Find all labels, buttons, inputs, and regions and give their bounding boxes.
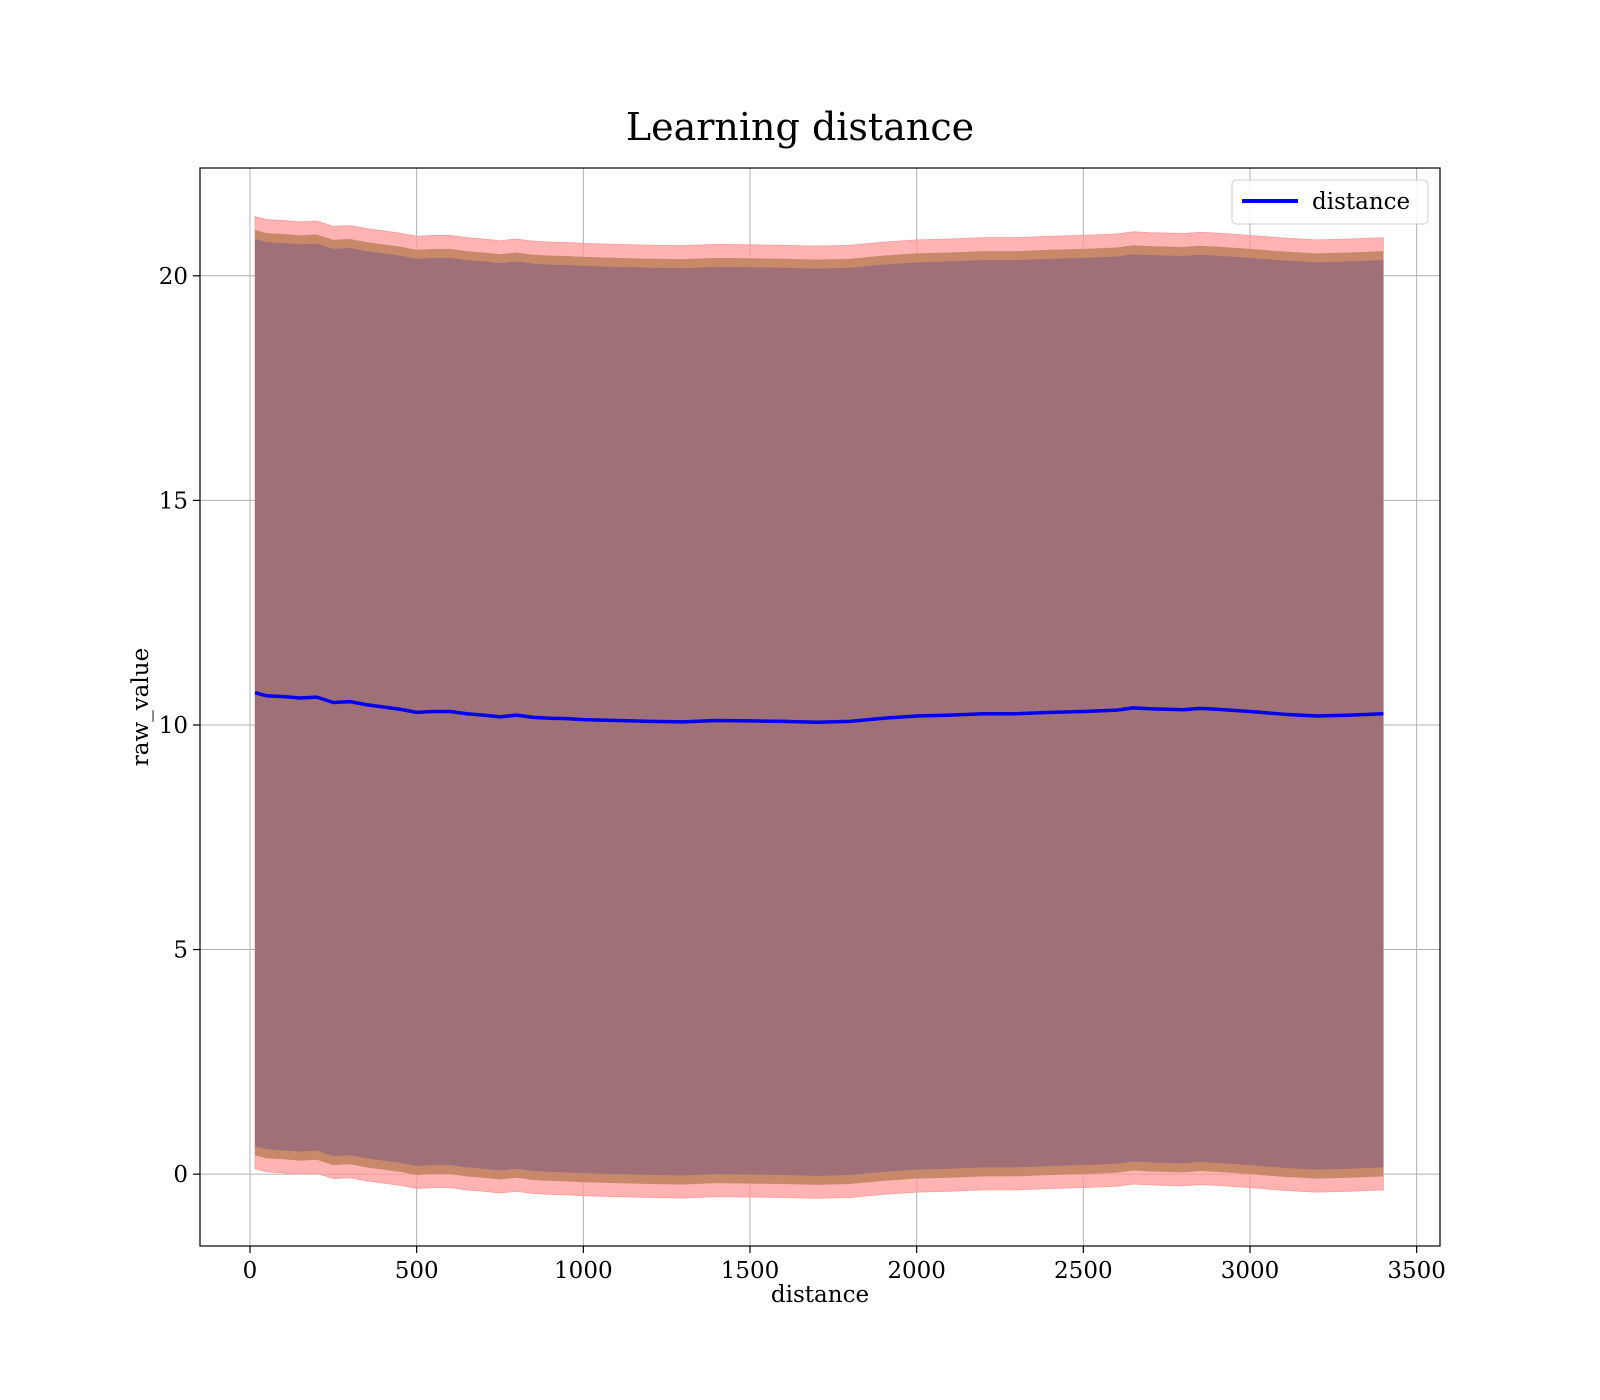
x-tick-label: 500 <box>395 1258 439 1284</box>
x-axis-ticks: 0 500 1000 1500 2000 2500 3000 3500 <box>243 1246 1446 1284</box>
x-tick-label: 1000 <box>554 1258 613 1284</box>
x-tick-label: 3000 <box>1221 1258 1280 1284</box>
band-inner <box>255 238 1384 1176</box>
x-tick-label: 1500 <box>721 1258 780 1284</box>
y-axis-ticks: 0 5 10 15 20 <box>159 264 200 1188</box>
x-tick-label: 2000 <box>887 1258 946 1284</box>
legend-entry-distance: distance <box>1312 189 1410 215</box>
y-tick-label: 20 <box>159 264 188 290</box>
x-axis-label: distance <box>771 1282 869 1308</box>
y-tick-label: 0 <box>173 1162 188 1188</box>
legend-box <box>1231 179 1429 225</box>
plot-frame <box>199 167 1441 1247</box>
y-tick-label: 5 <box>173 938 188 964</box>
chart-title: Learning distance <box>626 105 974 149</box>
x-tick-label: 0 <box>243 1258 258 1284</box>
y-axis-label: raw_value <box>128 648 154 766</box>
y-tick-label: 10 <box>159 713 188 739</box>
x-tick-label: 2500 <box>1054 1258 1113 1284</box>
series-lines <box>254 690 1384 725</box>
series-line-distance <box>254 690 1384 725</box>
legend: distance <box>1231 179 1429 225</box>
bands <box>254 215 1384 1199</box>
x-tick-label: 3500 <box>1387 1258 1446 1284</box>
y-tick-label: 15 <box>159 488 188 514</box>
